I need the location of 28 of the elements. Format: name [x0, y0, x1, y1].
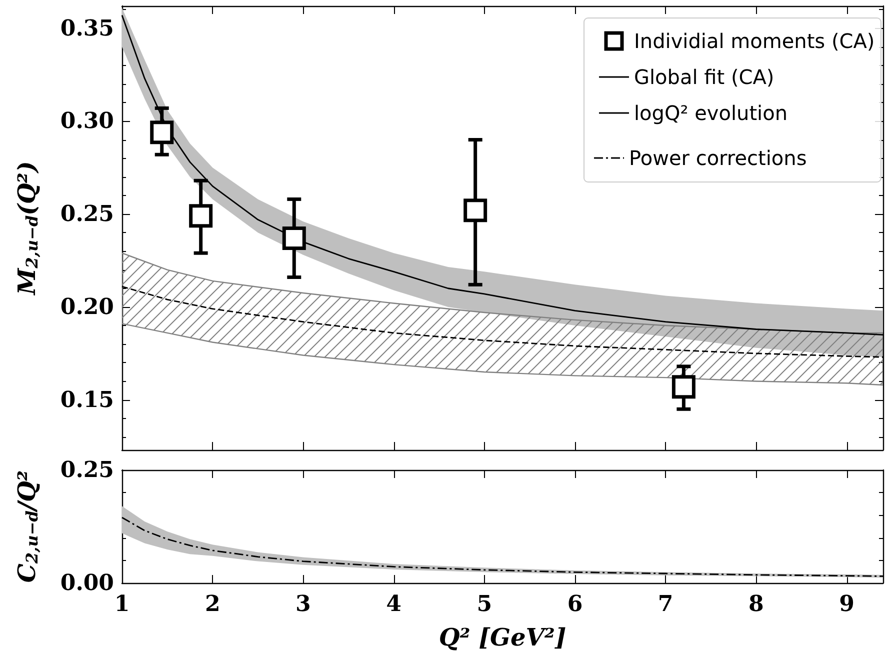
- y-tick-label: 0.00: [60, 570, 114, 596]
- x-tick-label: 4: [386, 591, 402, 617]
- point: [672, 375, 696, 399]
- y-tick-label: 0.20: [60, 294, 114, 320]
- text: Power corrections: [629, 146, 807, 170]
- y-tick-label: 0.15: [60, 386, 114, 413]
- y-axis-title: C2,u−d/Q²: [12, 470, 42, 583]
- y-tick-label: 0.25: [60, 201, 114, 228]
- x-tick-label: 6: [567, 591, 583, 617]
- point: [464, 198, 488, 222]
- x-tick-label: 3: [296, 591, 311, 617]
- legend-label: Individial moments (CA): [634, 29, 875, 53]
- x-axis-title: Q² [GeV²]: [438, 622, 566, 652]
- x-tick-label: 1: [114, 591, 130, 617]
- y-tick-label: 0.30: [60, 108, 114, 134]
- x-tick-label: 5: [476, 591, 492, 617]
- y-tick-label: 0.35: [60, 15, 114, 42]
- legend-label: logQ² evolution: [634, 101, 788, 125]
- point: [189, 204, 213, 228]
- point: [150, 120, 174, 144]
- x-tick-label: 2: [204, 591, 220, 617]
- x-tick-label: 8: [748, 591, 764, 617]
- y-tick-label: 0.25: [60, 457, 114, 483]
- x-tick-label: 7: [658, 591, 674, 617]
- x-tick-label: 9: [839, 591, 854, 617]
- point: [282, 226, 306, 250]
- legend-label: Global fit (CA): [634, 65, 774, 89]
- y-axis-title: M2,u−d(Q²): [12, 161, 42, 296]
